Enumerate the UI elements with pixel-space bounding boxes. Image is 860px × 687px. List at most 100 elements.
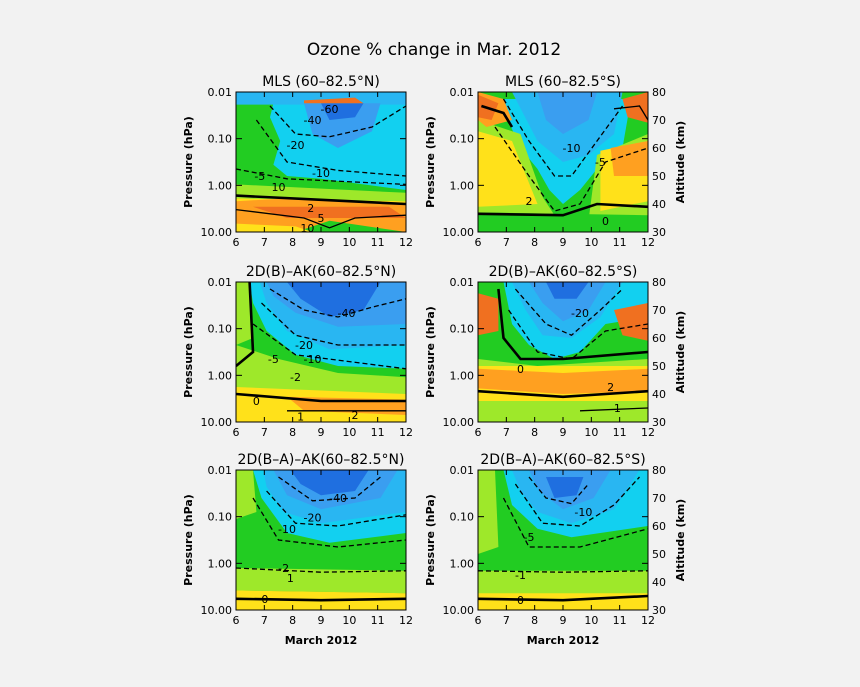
x-tick-label: 9 xyxy=(318,614,325,627)
x-axis-label: March 2012 xyxy=(285,634,358,647)
altitude-tick-label: 70 xyxy=(652,114,666,127)
y-tick-label: 0.10 xyxy=(208,323,233,336)
contour-fill-deep_blue xyxy=(287,282,381,317)
x-tick-label: 11 xyxy=(613,614,627,627)
altitude-tick-label: 40 xyxy=(652,576,666,589)
x-tick-label: 12 xyxy=(641,614,655,627)
x-tick-label: 12 xyxy=(399,426,413,439)
panel-title: 2D(B)–AK(60–82.5°S) xyxy=(489,264,638,280)
altitude-tick-label: 80 xyxy=(652,464,666,477)
contour-fill-deep_blue xyxy=(546,477,584,498)
contour-label: 0 xyxy=(253,395,260,408)
contour-line-negative xyxy=(266,490,406,527)
y-tick-label: 1.00 xyxy=(450,369,475,382)
contour-line-negative xyxy=(255,119,406,177)
x-tick-label: 8 xyxy=(531,614,538,627)
contour-fill-mid_blue xyxy=(537,92,597,134)
x-tick-label: 11 xyxy=(613,426,627,439)
altitude-tick-label: 60 xyxy=(652,520,666,533)
contour-label: -2 xyxy=(290,371,301,384)
contour-label: 1 xyxy=(297,410,304,423)
altitude-tick-label: 60 xyxy=(652,142,666,155)
contour-line-negative xyxy=(236,168,406,186)
y-tick-label: 0.01 xyxy=(208,276,233,289)
contour-fill-dark_orange xyxy=(622,92,648,123)
contour-label: 2 xyxy=(352,409,359,422)
contour-fill-dark_orange xyxy=(614,303,648,341)
contour-line-negative xyxy=(252,497,406,548)
x-tick-label: 10 xyxy=(342,614,356,627)
contour-fill-orange xyxy=(610,141,648,176)
contour-label: -2 xyxy=(278,562,289,575)
contour-line-positive xyxy=(497,288,648,361)
x-tick-label: 8 xyxy=(289,236,296,249)
x-tick-label: 7 xyxy=(503,236,510,249)
x-tick-label: 11 xyxy=(371,236,385,249)
y-tick-label: 10.00 xyxy=(201,226,233,239)
contour-label: -20 xyxy=(571,307,589,320)
x-tick-label: 11 xyxy=(613,236,627,249)
x-tick-label: 6 xyxy=(475,426,482,439)
x-tick-label: 9 xyxy=(560,614,567,627)
contour-fill-lime xyxy=(478,470,499,554)
y-axis-label: Pressure (hPa) xyxy=(424,494,437,586)
panel-title: MLS (60–82.5°N) xyxy=(262,74,380,90)
contour-line-negative xyxy=(508,309,648,360)
y-tick-label: 0.10 xyxy=(450,133,475,146)
x-tick-label: 6 xyxy=(233,236,240,249)
contour-line-positive xyxy=(236,392,406,403)
altitude-axis-label: Altitude (km) xyxy=(674,499,687,581)
contour-label: 1 xyxy=(287,572,294,585)
contour-line-negative xyxy=(494,126,648,212)
contour-line-negative xyxy=(478,570,648,573)
contour-line-negative xyxy=(236,567,406,573)
contour-line-negative xyxy=(269,288,406,318)
contour-label: -5 xyxy=(595,156,606,169)
y-axis-label: Pressure (hPa) xyxy=(182,494,195,586)
contour-label: 10 xyxy=(300,222,314,235)
contour-fill-orange xyxy=(478,368,648,394)
chart-panel-2: -10 -5 2 0 MLS (60–82.5°S) 6 7 8 9 10 11 12 0.01 0.10… xyxy=(424,74,687,249)
x-tick-label: 7 xyxy=(261,426,268,439)
contour-label: -20 xyxy=(295,339,313,352)
x-tick-label: 10 xyxy=(342,236,356,249)
altitude-tick-label: 80 xyxy=(652,276,666,289)
contour-fill-lime xyxy=(478,570,648,596)
panel-title: 2D(B–A)–AK(60–82.5°N) xyxy=(238,452,405,468)
contour-label: -10 xyxy=(304,353,322,366)
altitude-tick-label: 30 xyxy=(652,226,666,239)
contour-fill-lime xyxy=(236,568,406,594)
x-tick-label: 11 xyxy=(371,426,385,439)
x-tick-label: 10 xyxy=(342,426,356,439)
x-tick-label: 7 xyxy=(503,426,510,439)
contour-fill-light_blue xyxy=(236,92,406,105)
contour-label: 0 xyxy=(602,215,609,228)
altitude-tick-label: 50 xyxy=(652,548,666,561)
altitude-tick-label: 70 xyxy=(652,304,666,317)
altitude-tick-label: 50 xyxy=(652,360,666,373)
y-tick-label: 0.10 xyxy=(450,511,475,524)
y-axis-label: Pressure (hPa) xyxy=(424,116,437,208)
contour-label: -20 xyxy=(287,139,305,152)
x-tick-label: 12 xyxy=(641,236,655,249)
contour-line-positive xyxy=(236,194,406,206)
altitude-tick-label: 60 xyxy=(652,332,666,345)
panel-title: 2D(B)–AK(60–82.5°N) xyxy=(246,264,396,280)
contour-line-negative xyxy=(278,476,381,502)
x-tick-label: 9 xyxy=(318,426,325,439)
contour-line-positive xyxy=(613,105,648,121)
contour-label: 0 xyxy=(517,363,524,376)
contour-fill-lime xyxy=(478,410,648,422)
y-tick-label: 10.00 xyxy=(443,604,475,617)
plot-area: -10 -5 2 0 xyxy=(478,92,648,232)
x-tick-label: 8 xyxy=(531,426,538,439)
contour-label: -20 xyxy=(304,512,322,525)
plot-area: -20 0 21 xyxy=(478,282,648,422)
x-tick-label: 9 xyxy=(560,426,567,439)
x-tick-label: 9 xyxy=(318,236,325,249)
contour-fill-dark_orange xyxy=(304,97,364,104)
contour-line-positive xyxy=(236,597,406,602)
